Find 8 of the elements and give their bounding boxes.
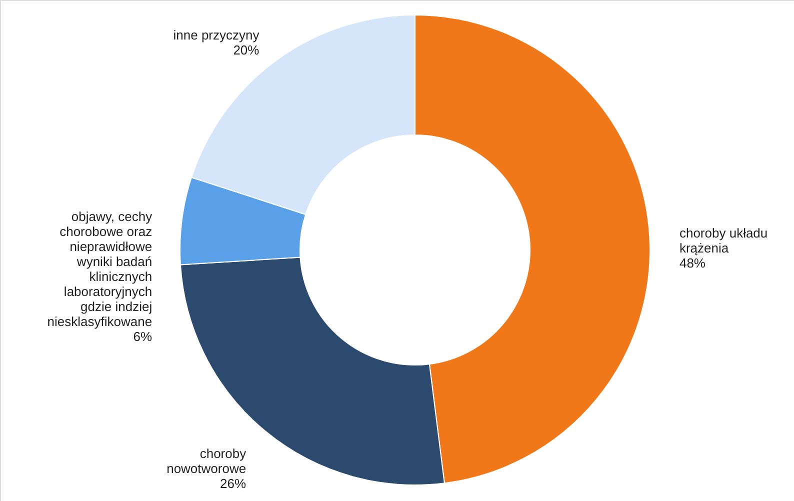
data-label: 48% — [679, 255, 706, 270]
data-label: 20% — [233, 42, 260, 58]
data-label: 6% — [133, 328, 153, 344]
data-label: 26% — [220, 476, 247, 492]
slice-label: inne przyczyny — [173, 28, 260, 43]
slice-label: choroby nowotworowe — [166, 446, 247, 476]
slice-label: choroby układu krążenia — [679, 225, 768, 256]
slice-label: objawy, cechy chorobowe oraz nieprawidłowe wyniki badań klinicznych laboratoryjnych gdzie indziej niesklasyfikowane — [47, 208, 153, 329]
